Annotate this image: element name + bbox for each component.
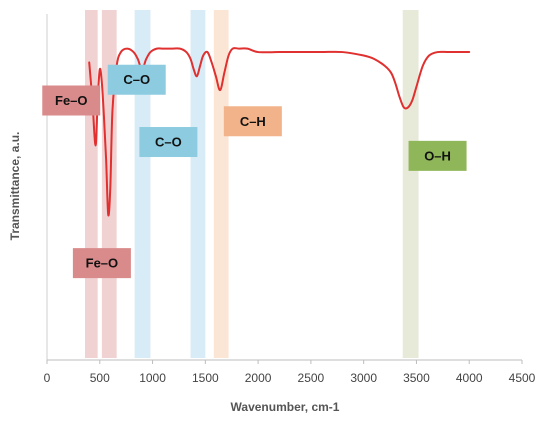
annotation-0: Fe–O xyxy=(42,85,101,116)
spectrum-line-0 xyxy=(88,47,471,217)
band-highlight-1 xyxy=(101,10,117,358)
y-axis-title: Transmittance, a.u. xyxy=(8,132,22,241)
annotation-label: C–O xyxy=(155,135,182,150)
annotation-box xyxy=(72,248,131,279)
x-tick-label: 4000 xyxy=(456,371,483,385)
annotation-box xyxy=(139,127,198,158)
annotation-1: Fe–O xyxy=(72,248,131,279)
annotation-label: C–O xyxy=(123,72,150,87)
band-highlight-2 xyxy=(134,10,151,358)
annotation-5: O–H xyxy=(408,140,467,171)
band-highlight-4 xyxy=(213,10,229,358)
annotation-4: C–H xyxy=(223,106,282,137)
annotation-box xyxy=(408,140,467,171)
band-highlight-3 xyxy=(190,10,206,358)
x-tick-label: 500 xyxy=(90,371,110,385)
x-tick-label: 2000 xyxy=(245,371,272,385)
band-highlight-5 xyxy=(402,10,419,358)
axes xyxy=(46,14,522,361)
series xyxy=(88,47,471,217)
annotation-2: C–O xyxy=(107,64,166,95)
annotation-label: Fe–O xyxy=(55,93,88,108)
x-axis-title: Wavenumber, cm-1 xyxy=(231,400,340,414)
annotation-label: C–H xyxy=(240,114,266,129)
x-tick-label: 4500 xyxy=(509,371,536,385)
x-tick-label: 3000 xyxy=(350,371,377,385)
x-tick-label: 0 xyxy=(44,371,51,385)
annotation-box xyxy=(223,106,282,137)
annotation-box xyxy=(107,64,166,95)
x-tick-label: 1500 xyxy=(192,371,219,385)
annotation-3: C–O xyxy=(139,127,198,158)
annotation-box xyxy=(42,85,101,116)
x-tick-labels: 0 500 1000 1500 2000 2500 3000 3500 4000 4500 xyxy=(44,360,536,385)
annotation-label: Fe–O xyxy=(86,256,119,271)
x-tick-label: 1000 xyxy=(139,371,166,385)
band-highlight-0 xyxy=(85,10,98,358)
x-tick-label: 2500 xyxy=(298,371,325,385)
annotation-label: O–H xyxy=(424,148,451,163)
annotations: Fe–O Fe–O C–O C–O C–H O–H xyxy=(42,64,467,279)
x-tick-label: 3500 xyxy=(403,371,430,385)
band-highlights xyxy=(85,10,419,358)
